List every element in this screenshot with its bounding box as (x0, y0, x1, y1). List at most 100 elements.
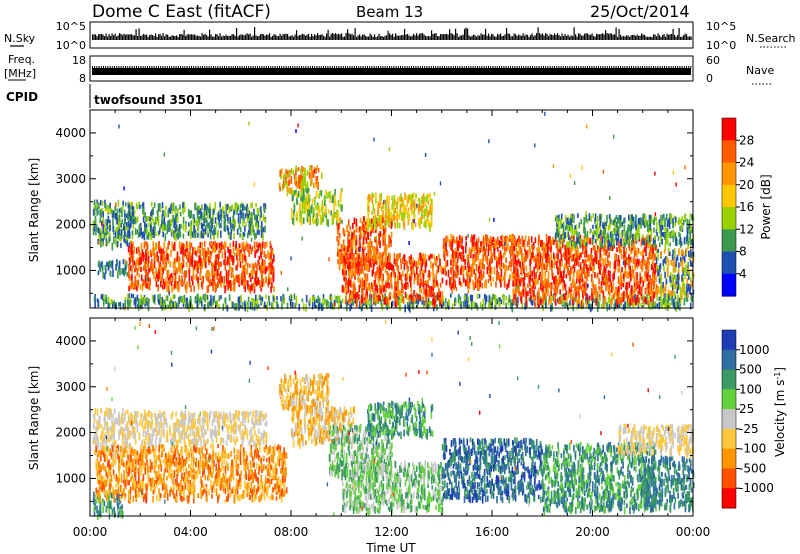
echo-cell (224, 241, 227, 249)
echo-cell (148, 268, 150, 273)
nsky-bar (494, 36, 496, 40)
echo-cell (365, 252, 368, 258)
echo-cell (349, 279, 352, 288)
echo-cell (143, 229, 146, 235)
echo-cell (101, 293, 104, 301)
echo-cell (158, 230, 160, 235)
echo-cell (527, 249, 529, 255)
echo-cell (255, 249, 258, 254)
echo-cell (234, 219, 236, 228)
echo-cell (414, 273, 416, 281)
echo-cell (424, 258, 426, 266)
echo-cell (170, 303, 173, 310)
echo-cell (499, 264, 502, 271)
echo-cell (147, 272, 149, 278)
echo-cell (208, 302, 210, 308)
echo-cell (355, 235, 358, 240)
echo-cell (269, 280, 271, 285)
echo-cell (355, 263, 358, 268)
echo-cell (216, 231, 219, 239)
echo-cell (99, 216, 102, 221)
echo-cell (377, 294, 379, 302)
echo-cell (308, 195, 310, 201)
freq-tick (459, 66, 461, 68)
echo-cell (474, 302, 477, 309)
echo-cell (373, 208, 376, 215)
echo-cell (443, 247, 446, 253)
echo-cell (407, 265, 409, 272)
echo-cell (197, 245, 200, 254)
echo-cell (98, 235, 101, 243)
echo-cell (164, 257, 166, 262)
echo-cell (156, 251, 158, 257)
echo-cell (378, 267, 380, 273)
echo-cell (304, 206, 306, 215)
echo-cell (210, 278, 212, 286)
echo-cell (355, 296, 357, 303)
echo-cell (402, 257, 405, 264)
echo-cell (226, 204, 228, 211)
echo-cell (155, 231, 157, 237)
echo-cell (308, 302, 311, 307)
echo-cell (325, 189, 327, 196)
freq-tick (428, 66, 430, 68)
echo-cell (338, 262, 341, 271)
nsky-bar (305, 35, 307, 40)
echo-cell (108, 303, 111, 308)
echo-cell (182, 297, 185, 304)
nsky-bar (584, 33, 586, 40)
echo-cell (112, 210, 114, 219)
echo-cell (377, 207, 380, 214)
echo-cell (222, 212, 224, 218)
echo-cell (393, 253, 396, 260)
echo-cell (436, 256, 438, 263)
echo-cell (165, 205, 167, 210)
echo-cell (502, 293, 504, 300)
echo-cell (486, 235, 489, 242)
echo-cell (158, 272, 161, 280)
echo-cell (496, 261, 498, 269)
echo-cell (369, 237, 372, 246)
echo-cell (397, 276, 399, 282)
echo-cell (317, 168, 320, 173)
echo-cell (487, 264, 490, 271)
nsky-bar (593, 36, 595, 40)
echo-cell (132, 250, 134, 258)
echo-cell (364, 233, 366, 240)
nsky-bar (207, 36, 209, 40)
echo-cell (214, 266, 217, 272)
nsky-bar (248, 34, 250, 40)
echo-cell (302, 209, 304, 214)
echo-cell (602, 290, 605, 298)
echo-cell (119, 268, 121, 276)
echo-cell (226, 256, 229, 265)
echo-cell (304, 201, 307, 209)
echo-cell (228, 232, 230, 240)
freq-tick (642, 66, 643, 68)
echo-cell (209, 254, 211, 260)
echo-cell (318, 192, 320, 199)
echo-cell (151, 209, 153, 216)
echo-cell (404, 192, 406, 200)
nsky-bar (603, 34, 605, 40)
echo-cell (417, 278, 420, 286)
echo-cell (121, 228, 123, 236)
echo-cell (121, 219, 123, 225)
echo-cell (412, 222, 414, 231)
echo-cell (394, 258, 397, 267)
echo-cell (181, 296, 184, 303)
echo-cell (451, 283, 454, 289)
nsky-bar (290, 36, 292, 40)
echo-cell (187, 209, 190, 217)
freq-tick (184, 66, 186, 68)
freq-tick (417, 66, 419, 68)
echo-cell (197, 267, 199, 274)
nsky-bar (654, 34, 656, 40)
echo-cell (151, 212, 153, 221)
echo-cell (403, 263, 406, 271)
echo-cell (311, 216, 314, 222)
echo-cell (394, 272, 396, 280)
nsky-bar (263, 34, 265, 40)
freq-tick (270, 66, 272, 68)
echo-cell (282, 295, 284, 303)
